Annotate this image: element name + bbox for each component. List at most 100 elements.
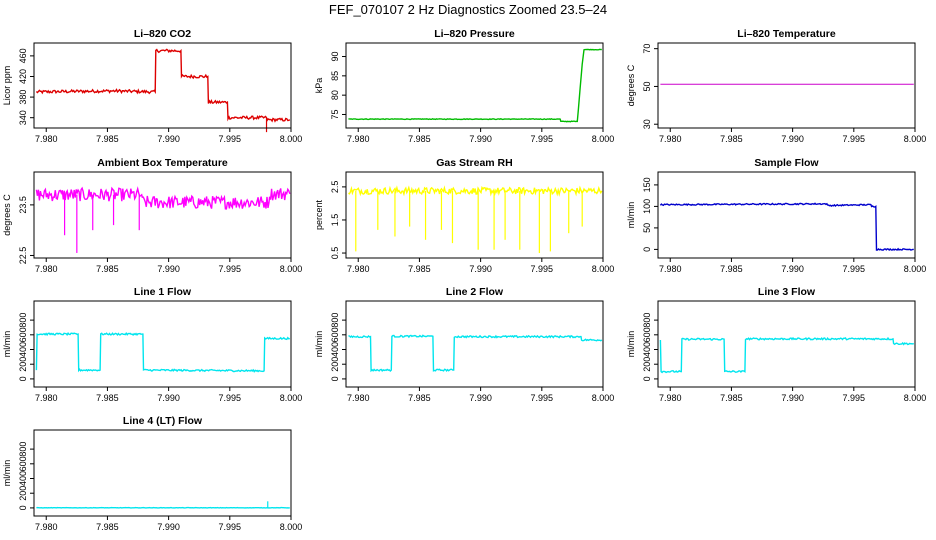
y-tick-label: 23.5 (18, 196, 28, 214)
x-tick-label: 7.985 (96, 264, 119, 274)
x-tick-label: 7.990 (469, 264, 492, 274)
panel-3: Ambient Box Temperature degrees C 7.980 7.9… (2, 157, 302, 274)
y-tick-label: 400 (642, 342, 652, 357)
y-tick-label: 200 (642, 357, 652, 372)
x-tick-label: 7.995 (219, 522, 242, 532)
y-tick-label: 2.5 (330, 181, 340, 194)
panel-title: Line 1 Flow (134, 286, 192, 298)
y-tick-label: 600 (642, 327, 652, 342)
x-tick-label: 7.985 (720, 134, 743, 144)
x-tick-label: 7.990 (157, 264, 180, 274)
y-tick-label: 400 (18, 471, 28, 486)
series-line (35, 48, 291, 123)
panel-title: Li–820 Temperature (737, 28, 836, 40)
panel-9: Line 4 (LT) Flow ml/min 7.980 7.985 7.990 7.9… (2, 415, 302, 532)
y-tick-label: 0 (18, 376, 28, 381)
panel-title: Line 4 (LT) Flow (123, 415, 203, 427)
panel-0: Li–820 CO2 Licor ppm 7.980 7.985 7.990 7.995 8… (2, 28, 302, 144)
x-tick-label: 7.985 (720, 264, 743, 274)
panel-6: Line 1 Flow ml/min 7.980 7.985 7.990 7.995 8.0… (2, 286, 302, 403)
panel-2: Li–820 Temperature degrees C 7.980 7.985 7.9… (626, 28, 926, 144)
x-tick-label: 7.985 (720, 393, 743, 403)
x-tick-label: 7.985 (408, 393, 431, 403)
y-axis-label: kPa (314, 78, 324, 94)
panel-title: Li–820 CO2 (134, 28, 191, 40)
x-tick-label: 7.980 (659, 134, 682, 144)
x-tick-label: 7.995 (531, 134, 554, 144)
plot-frame (657, 171, 916, 259)
x-tick-label: 7.985 (408, 264, 431, 274)
plot-frame (657, 42, 916, 129)
x-tick-label: 7.980 (35, 522, 58, 532)
x-tick-label: 7.985 (408, 134, 431, 144)
y-tick-label: 600 (330, 327, 340, 342)
x-tick-label: 7.980 (659, 264, 682, 274)
series-line (35, 331, 291, 373)
plot-frame (345, 300, 604, 388)
y-tick-label: 0 (18, 505, 28, 510)
y-tick-label: 600 (18, 327, 28, 342)
panel-title: Sample Flow (754, 157, 819, 169)
panel-8: Line 3 Flow ml/min 7.980 7.985 7.990 7.995 8.0… (626, 286, 926, 403)
x-tick-label: 7.990 (781, 393, 804, 403)
y-tick-label: 340 (18, 110, 28, 125)
y-axis-label: degrees C (626, 64, 636, 106)
x-tick-label: 7.980 (35, 134, 58, 144)
panel-title: Ambient Box Temperature (97, 157, 228, 169)
plot-frame (33, 42, 292, 129)
x-tick-label: 7.990 (157, 134, 180, 144)
x-tick-label: 8.000 (592, 134, 615, 144)
y-axis-label: Licor ppm (2, 66, 12, 106)
panel-title: Li–820 Pressure (434, 28, 515, 40)
series-line (348, 48, 602, 123)
y-tick-label: 90 (330, 52, 340, 62)
plot-frame (345, 171, 604, 259)
y-tick-label: 200 (330, 357, 340, 372)
x-tick-label: 7.995 (219, 264, 242, 274)
y-axis-label: ml/min (314, 331, 324, 358)
x-tick-label: 7.985 (96, 522, 119, 532)
y-tick-label: 380 (18, 90, 28, 105)
y-tick-label: 200 (18, 357, 28, 372)
x-tick-label: 7.995 (219, 134, 242, 144)
y-tick-label: 800 (18, 313, 28, 328)
y-tick-label: 800 (642, 313, 652, 328)
x-tick-label: 7.995 (531, 393, 554, 403)
plot-frame (33, 171, 292, 259)
x-tick-label: 7.980 (35, 264, 58, 274)
y-tick-label: 70 (642, 44, 652, 54)
x-tick-label: 8.000 (280, 264, 303, 274)
y-tick-label: 0 (642, 247, 652, 252)
x-tick-label: 7.980 (35, 393, 58, 403)
y-tick-label: 50 (642, 223, 652, 233)
panel-4: Gas Stream RH percent 7.980 7.985 7.990 7.995… (314, 157, 614, 274)
series-line (348, 334, 603, 373)
x-tick-label: 7.985 (96, 134, 119, 144)
x-tick-label: 7.995 (843, 264, 866, 274)
panel-5: Sample Flow ml/min 7.980 7.985 7.990 7.995 8.0… (626, 157, 926, 274)
plot-frame (657, 300, 916, 388)
y-tick-label: 0 (330, 376, 340, 381)
x-tick-label: 7.995 (843, 134, 866, 144)
x-tick-label: 8.000 (280, 134, 303, 144)
plot-frame (33, 300, 292, 388)
y-tick-label: 420 (18, 69, 28, 84)
series-line (35, 186, 291, 210)
x-tick-label: 7.990 (781, 264, 804, 274)
x-tick-label: 7.985 (96, 393, 119, 403)
x-tick-label: 7.980 (347, 264, 370, 274)
series-line (659, 336, 915, 374)
x-tick-label: 7.990 (469, 134, 492, 144)
x-tick-label: 8.000 (904, 134, 927, 144)
series-line (348, 185, 603, 197)
panel-title: Line 2 Flow (446, 286, 504, 298)
plot-frame (345, 42, 604, 129)
x-tick-label: 7.980 (347, 393, 370, 403)
y-tick-label: 460 (18, 48, 28, 63)
y-tick-label: 22.5 (18, 247, 28, 265)
y-tick-label: 75 (330, 109, 340, 119)
main-title: FEF_070107 2 Hz Diagnostics Zoomed 23.5–… (328, 2, 608, 17)
y-tick-label: 800 (330, 313, 340, 328)
x-tick-label: 8.000 (592, 393, 615, 403)
